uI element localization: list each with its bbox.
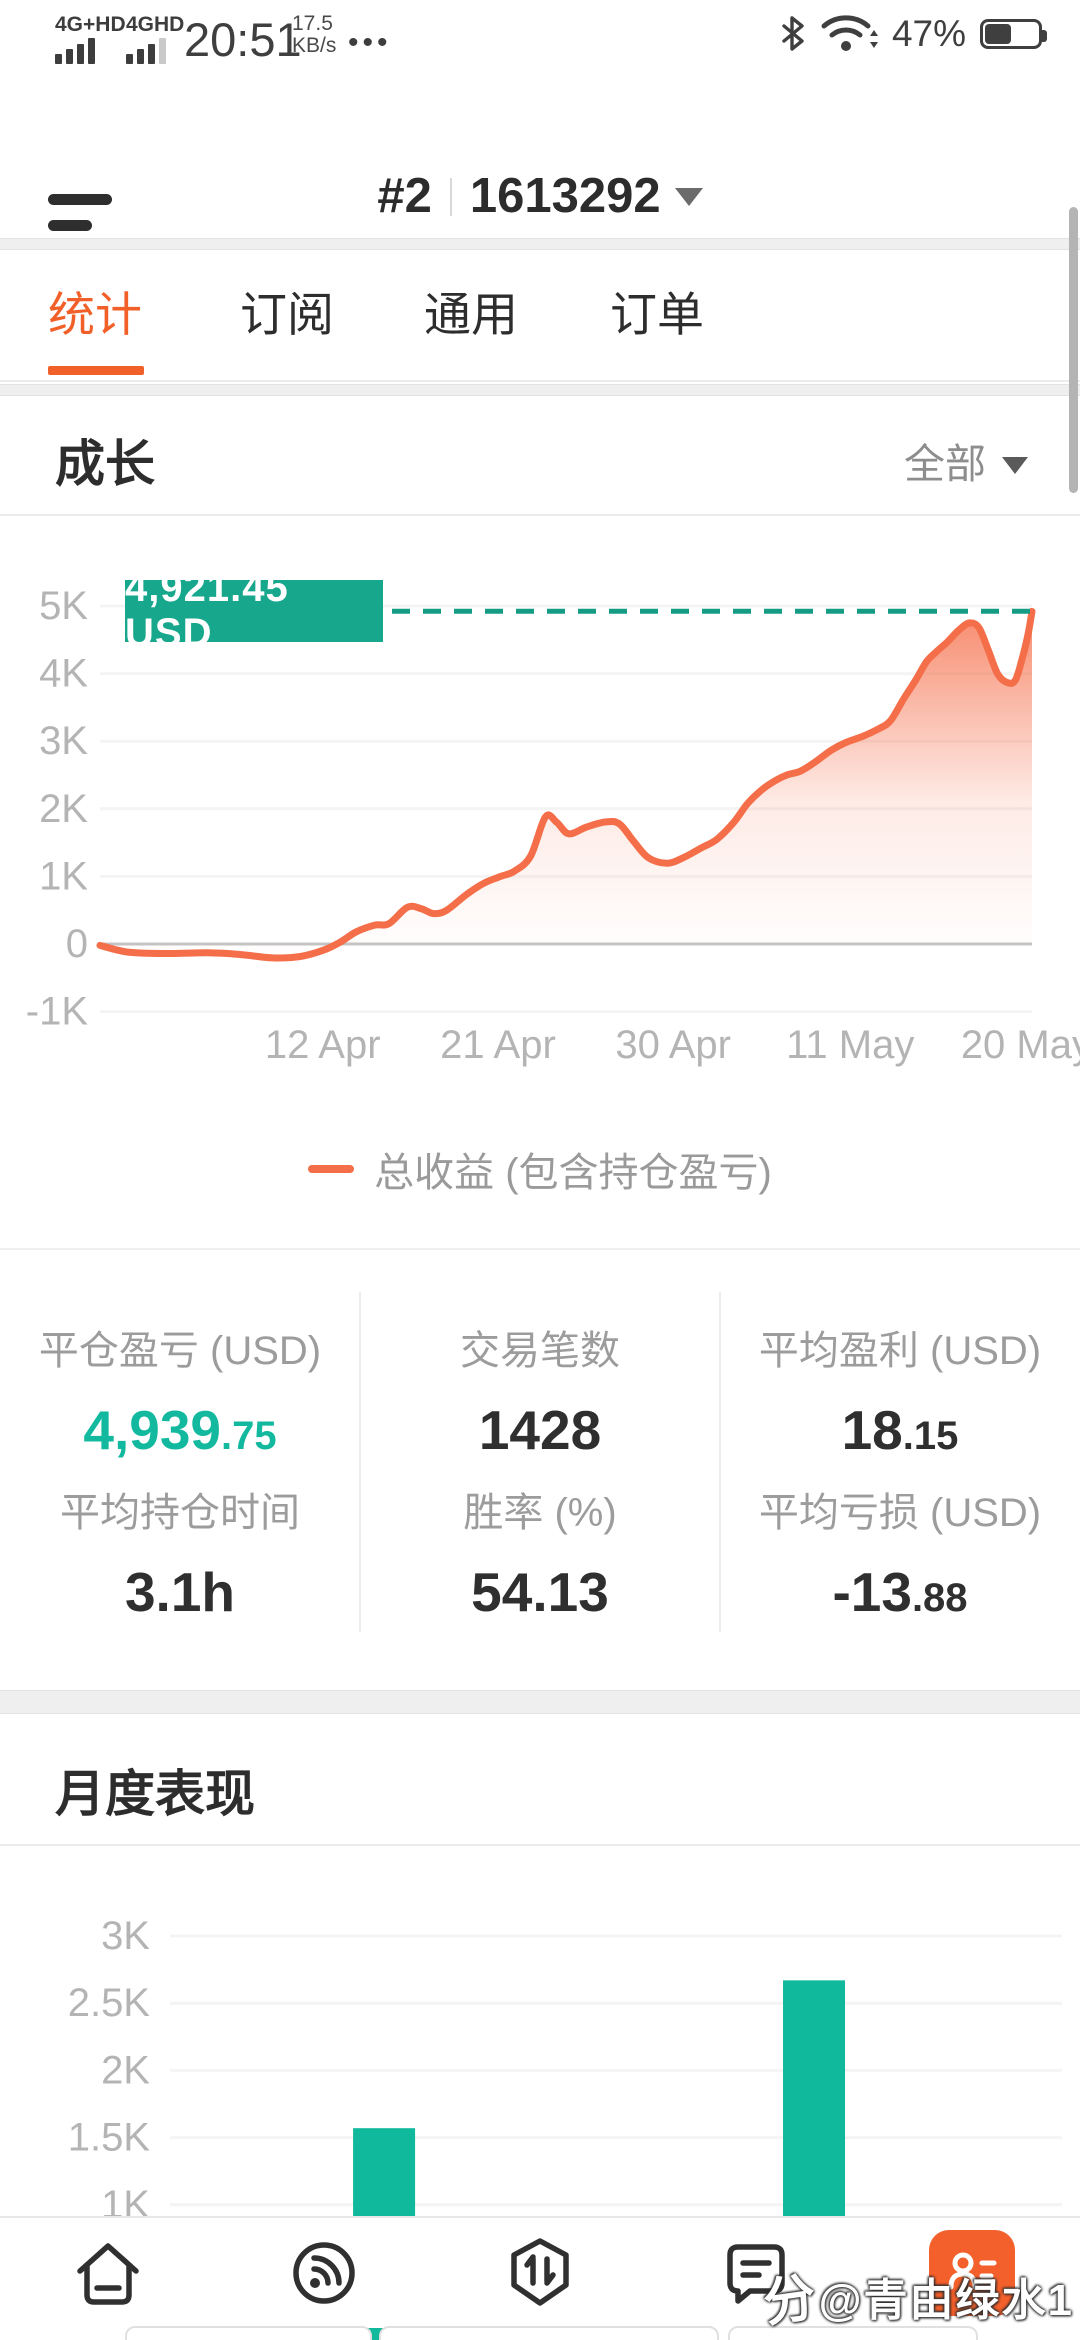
tab-subscription[interactable]: 订阅	[240, 288, 334, 341]
svg-text:1K: 1K	[39, 854, 88, 898]
chat-icon	[727, 2244, 785, 2304]
network-type-label: 4G+HD	[55, 13, 126, 36]
home-icon	[77, 2243, 139, 2305]
network-type-label: 4GHD	[126, 13, 185, 36]
svg-text:0: 0	[66, 922, 88, 966]
title-divider	[449, 178, 452, 216]
account-number: #2	[377, 169, 432, 223]
chevron-down-icon	[1002, 457, 1028, 474]
section-gap	[0, 238, 1080, 250]
column-divider	[359, 1292, 361, 1632]
svg-text:5K: 5K	[39, 584, 88, 628]
svg-text:2K: 2K	[101, 2048, 150, 2092]
section-title: 成长	[55, 436, 155, 492]
active-tab-underline	[48, 366, 144, 375]
current-value-badge: 4,921.45 USD	[125, 566, 383, 655]
tab-statistics[interactable]: 统计	[48, 288, 142, 341]
more-dots-icon: •••	[348, 26, 392, 59]
period-filter-dropdown[interactable]: 全部	[904, 430, 1028, 490]
network-indicator-2: 4GHD	[126, 14, 184, 64]
nav-chat[interactable]	[648, 2218, 864, 2328]
scrollbar-thumb[interactable]	[1069, 207, 1078, 493]
stat-closed-pl: 平仓盈亏 (USD) 4,939.75	[38, 1329, 322, 1461]
chevron-down-icon	[674, 188, 703, 206]
stat-avg-loss: 平均亏损 (USD) -13.88	[758, 1491, 1042, 1623]
svg-text:21 Apr: 21 Apr	[440, 1023, 556, 1067]
signal-feed-icon	[293, 2242, 355, 2304]
battery-icon	[980, 19, 1047, 49]
clock: 20:51	[184, 13, 302, 66]
bottom-nav	[0, 2216, 1080, 2328]
filter-label: 全部	[904, 441, 986, 487]
bluetooth-icon	[782, 16, 804, 51]
svg-text:1.5K: 1.5K	[68, 2116, 151, 2160]
svg-text:30 Apr: 30 Apr	[615, 1023, 731, 1067]
growth-chart-card: 5K 4K 3K 2K 1K 0 -1K 12 Apr 21 Apr 30 Apr 11 May 2…	[0, 518, 1080, 1250]
svg-text:20 May: 20 May	[961, 1023, 1080, 1067]
cutoff-cell	[379, 2326, 719, 2340]
network-speed: 17.5 KB/s	[292, 12, 337, 57]
stat-trades-count: 交易笔数 1428	[460, 1329, 620, 1461]
watermark-logo-icon: 分	[759, 2268, 820, 2334]
growth-section-header: 成长 全部	[0, 396, 1080, 516]
account-selector[interactable]: #2 1613292	[0, 168, 1080, 224]
legend-label: 总收益 (包含持仓盈亏)	[374, 1151, 772, 1195]
stat-win-rate: 胜率 (%) 54.13	[463, 1491, 617, 1623]
growth-chart: 5K 4K 3K 2K 1K 0 -1K 12 Apr 21 Apr 30 Apr 11 May 2…	[26, 584, 1080, 1067]
stat-avg-profit: 平均盈利 (USD) 18.15	[758, 1329, 1042, 1461]
section-gap	[0, 1690, 1080, 1714]
nav-home[interactable]	[0, 2218, 216, 2328]
tab-bar: 统计 订阅 通用 订单	[0, 250, 1080, 382]
svg-text:3K: 3K	[39, 719, 88, 763]
column-divider	[719, 1292, 721, 1632]
tab-orders[interactable]: 订单	[610, 288, 704, 341]
monthly-section-header: 月度表现	[0, 1714, 1080, 1846]
signal-bars-icon	[55, 38, 126, 64]
chart-legend: 总收益 (包含持仓盈亏)	[0, 1140, 1080, 1198]
signal-bars-icon	[126, 38, 184, 64]
trade-hexagon-icon	[511, 2238, 569, 2306]
section-gap	[0, 384, 1080, 396]
cutoff-cell	[125, 2326, 372, 2340]
svg-text:2K: 2K	[39, 787, 88, 831]
profile-card-icon	[929, 2230, 1015, 2316]
svg-text:2.5K: 2.5K	[68, 1981, 151, 2025]
status-icons: 47%	[778, 0, 1047, 68]
cutoff-cell	[728, 2326, 978, 2340]
battery-percent: 47%	[891, 13, 966, 54]
legend-line-swatch	[308, 1165, 355, 1173]
nav-trade[interactable]	[432, 2218, 648, 2328]
section-title: 月度表现	[55, 1766, 255, 1822]
nav-profile[interactable]	[864, 2218, 1080, 2328]
svg-text:12 Apr: 12 Apr	[265, 1023, 381, 1067]
wifi-icon	[821, 15, 878, 51]
network-indicator-1: 4G+HD	[55, 14, 126, 64]
stat-avg-holding-time: 平均持仓时间 3.1h	[60, 1491, 300, 1623]
nav-signals[interactable]	[216, 2218, 432, 2328]
svg-text:4K: 4K	[39, 652, 88, 696]
svg-text:11 May: 11 May	[786, 1023, 914, 1067]
statistics-grid: 平仓盈亏 (USD) 4,939.75 交易笔数 1428 平均盈利 (USD)…	[0, 1252, 1080, 1690]
watermark-text: @青由绿水1	[818, 2275, 1074, 2325]
account-id: 1613292	[469, 169, 661, 223]
tab-general[interactable]: 通用	[424, 288, 518, 341]
status-bar: 4G+HD 4GHD 20:51 17.5 KB/s •••	[0, 0, 1080, 68]
svg-text:3K: 3K	[101, 1914, 150, 1958]
svg-text:-1K: -1K	[26, 990, 89, 1034]
watermark: 分 @青由绿水1	[760, 2258, 1074, 2334]
